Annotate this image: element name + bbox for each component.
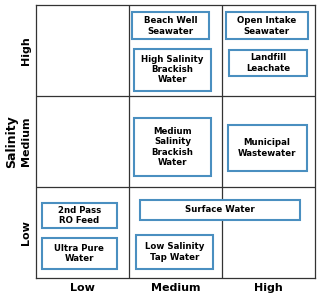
Bar [228, 125, 307, 171]
Text: Medium
Salinity
Brackish
Water: Medium Salinity Brackish Water [152, 127, 194, 167]
Text: High Salinity
Brackish
Water: High Salinity Brackish Water [141, 55, 204, 84]
Y-axis label: Salinity: Salinity [5, 115, 18, 168]
Bar [229, 50, 307, 76]
Text: 2nd Pass
RO Feed: 2nd Pass RO Feed [58, 206, 101, 225]
Bar [136, 235, 212, 269]
Bar [140, 200, 300, 220]
Text: Beach Well
Seawater: Beach Well Seawater [144, 16, 197, 35]
Bar [42, 203, 116, 228]
Text: Ultra Pure
Water: Ultra Pure Water [54, 244, 104, 263]
Bar [42, 238, 116, 269]
Bar [134, 49, 211, 91]
Text: Surface Water: Surface Water [185, 205, 255, 215]
Text: Open Intake
Seawater: Open Intake Seawater [237, 16, 296, 35]
Bar [226, 12, 308, 40]
Text: Low Salinity
Tap Water: Low Salinity Tap Water [145, 242, 204, 262]
Text: Landfill
Leachate: Landfill Leachate [246, 53, 290, 73]
Bar [132, 12, 209, 40]
Bar [134, 118, 211, 176]
Text: Municipal
Wastewater: Municipal Wastewater [238, 138, 296, 158]
